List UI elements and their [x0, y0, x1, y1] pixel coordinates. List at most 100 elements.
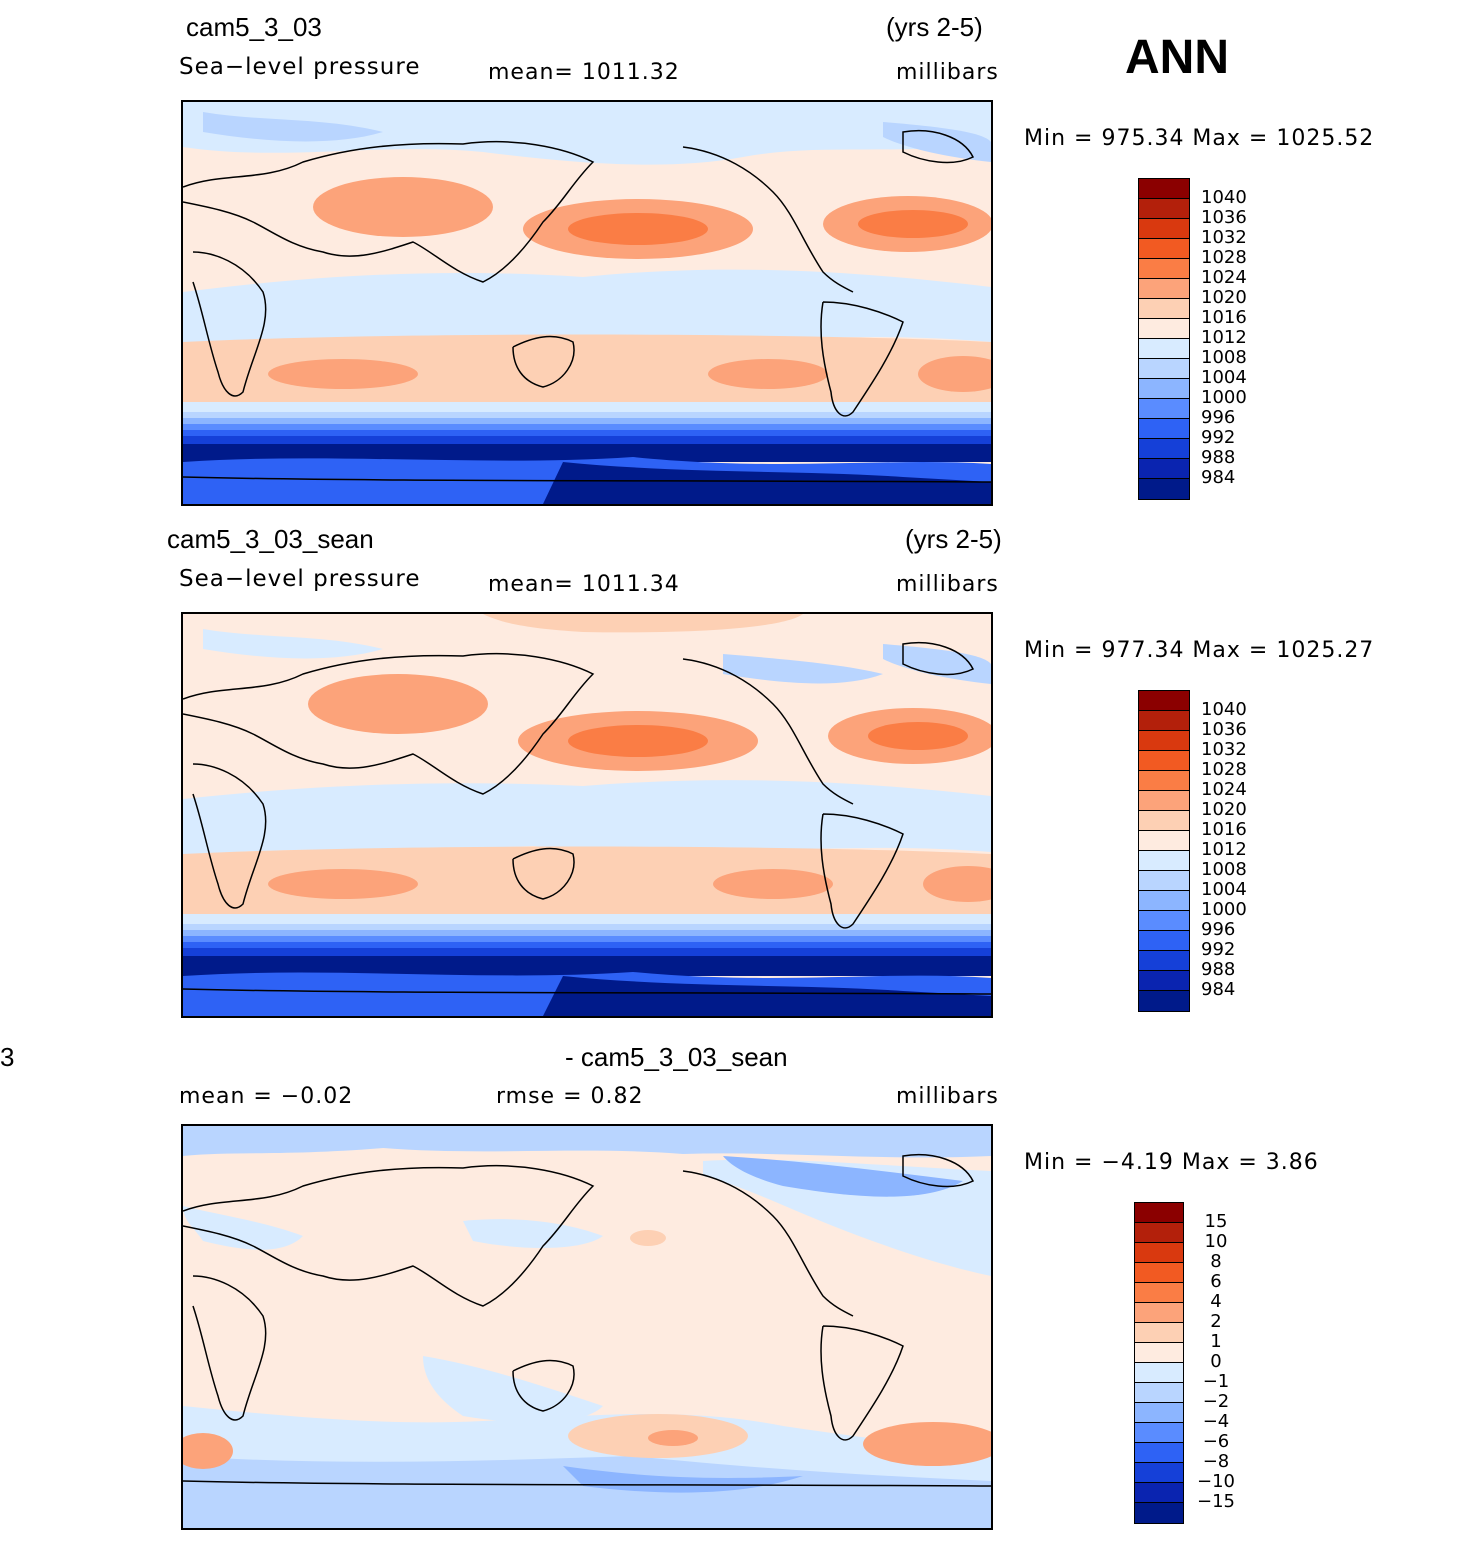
units-label: millibars: [896, 1084, 999, 1109]
colorbar-cell: [1135, 1303, 1183, 1323]
colorbar-tick-label: −15: [1197, 1491, 1235, 1512]
colorbar-tick-label: 2: [1210, 1311, 1222, 1332]
arctic-high: [483, 614, 803, 633]
rmse-label: rmse = 0.82: [496, 1084, 644, 1109]
colorbar-tick-label: 8: [1210, 1251, 1222, 1272]
colorbar-tick-label: −2: [1202, 1391, 1230, 1412]
antarctic-low: [543, 976, 991, 1016]
colorbar-cell: [1139, 299, 1189, 319]
colorbar-tick-label: 15: [1204, 1211, 1228, 1232]
colorbar-tick-label: 0: [1210, 1351, 1222, 1372]
band-984: [183, 956, 991, 976]
colorbar-cell: [1139, 219, 1189, 239]
colorbar-tick-label: 1004: [1201, 879, 1247, 900]
colorbar-tick-label: 1032: [1201, 739, 1247, 760]
colorbar-tick-label: 4: [1210, 1291, 1222, 1312]
colorbar-cell: [1139, 319, 1189, 339]
panel-obs: cam5_3_03_sean (yrs 2-5) Sea−level press…: [0, 512, 1472, 1024]
tropical-low: [183, 269, 991, 347]
south-indian-pos: [183, 1433, 233, 1469]
colorbar-cell: [1135, 1363, 1183, 1383]
colorbar-tick-label: 1000: [1201, 387, 1247, 408]
minmax-label: Min = 975.34 Max = 1025.52: [1024, 126, 1375, 151]
north-atlantic-low: [203, 112, 383, 142]
colorbar-tick-label: 992: [1201, 939, 1236, 960]
panel-model: cam5_3_03 (yrs 2-5) Sea−level pressure m…: [0, 0, 1472, 512]
colorbar-cell: [1135, 1203, 1183, 1223]
colorbar-cell: [1135, 1503, 1183, 1523]
mean-label: mean= 1011.34: [488, 572, 680, 597]
southern-high-belt: [183, 334, 991, 410]
map-model: [181, 100, 993, 506]
variable-label: Sea−level pressure: [179, 566, 421, 592]
colorbar-tick-label: 1: [1210, 1331, 1222, 1352]
arctic-low: [183, 102, 991, 165]
case-name: - cam5_3_03_sean: [565, 1042, 788, 1072]
minmax-label: Min = 977.34 Max = 1025.27: [1024, 638, 1375, 663]
colorbar-tick-label: 1036: [1201, 207, 1247, 228]
azores-high-core: [868, 722, 968, 750]
colorbar-tick-label: 992: [1201, 427, 1236, 448]
mean-label: mean = −0.02: [179, 1084, 354, 1109]
colorbar-cell: [1139, 711, 1189, 731]
band-1008: [183, 402, 991, 412]
colorbar-tick-label: 996: [1201, 407, 1236, 428]
colorbar-cell: [1139, 479, 1189, 499]
coastlines: [183, 642, 991, 995]
colorbar-tick-label: −6: [1202, 1431, 1230, 1452]
south-atlantic-pos: [863, 1422, 991, 1466]
colorbar-cell: [1139, 851, 1189, 871]
colorbar-tick-label: −8: [1202, 1451, 1230, 1472]
colorbar-cell: [1135, 1463, 1183, 1483]
colorbar-tick-label: 1008: [1201, 859, 1247, 880]
colorbar-cell: [1139, 751, 1189, 771]
colorbar-cell: [1139, 239, 1189, 259]
southern-high-belt: [183, 846, 991, 922]
siberian-high: [308, 674, 488, 734]
colorbar-tick-label: 1004: [1201, 367, 1247, 388]
colorbar-cell: [1135, 1323, 1183, 1343]
colorbar-tick-label: 1028: [1201, 247, 1247, 268]
aleutian-low: [723, 654, 883, 684]
colorbar-cell: [1135, 1443, 1183, 1463]
europe-diff: [183, 1206, 303, 1250]
colorbar-cell: [1135, 1263, 1183, 1283]
colorbar-tick-label: 984: [1201, 979, 1236, 1000]
colorbar-cell: [1139, 439, 1189, 459]
colorbar-cell: [1139, 831, 1189, 851]
minmax-label: Min = −4.19 Max = 3.86: [1024, 1150, 1319, 1175]
years-label: (yrs 2-5): [905, 524, 1002, 554]
colorbar-cell: [1139, 379, 1189, 399]
iceland-low: [883, 644, 991, 684]
colorbar-tick-label: 1016: [1201, 819, 1247, 840]
band-996: [183, 936, 991, 942]
siberian-high: [313, 177, 493, 237]
north-pacific-high-core: [568, 725, 708, 757]
north-pacific-pos: [630, 1230, 666, 1246]
north-atlantic-low: [203, 629, 383, 659]
colorbar-tick-label: 1040: [1201, 699, 1247, 720]
band-1004: [183, 924, 991, 930]
band-1004: [183, 412, 991, 418]
colorbar-tick-label: 1024: [1201, 267, 1247, 288]
colorbar-tick-label: 1012: [1201, 839, 1247, 860]
colorbar-ticks: 1040 1036 1032 1028 1024 1020 1016 1012 1008 1004…: [1201, 700, 1247, 1000]
colorbar: [1138, 178, 1190, 500]
colorbar-tick-label: 1036: [1201, 719, 1247, 740]
west-pacific-diff: [463, 1219, 603, 1248]
band-992: [183, 430, 991, 436]
colorbar-cell: [1139, 731, 1189, 751]
colorbar-cell: [1139, 199, 1189, 219]
colorbar-tick-label: 1028: [1201, 759, 1247, 780]
colorbar-cell: [1139, 971, 1189, 991]
canada-diff: [723, 1156, 963, 1197]
colorbar-cell: [1139, 951, 1189, 971]
south-indian-high: [268, 869, 418, 899]
colorbar-cell: [1139, 791, 1189, 811]
colorbar-cell: [1139, 259, 1189, 279]
colorbar-cell: [1139, 811, 1189, 831]
colorbar-cell: [1135, 1243, 1183, 1263]
left-fragment: 3: [0, 1042, 15, 1072]
colorbar-tick-label: 984: [1201, 467, 1236, 488]
antarctic-diff: [183, 1456, 991, 1528]
